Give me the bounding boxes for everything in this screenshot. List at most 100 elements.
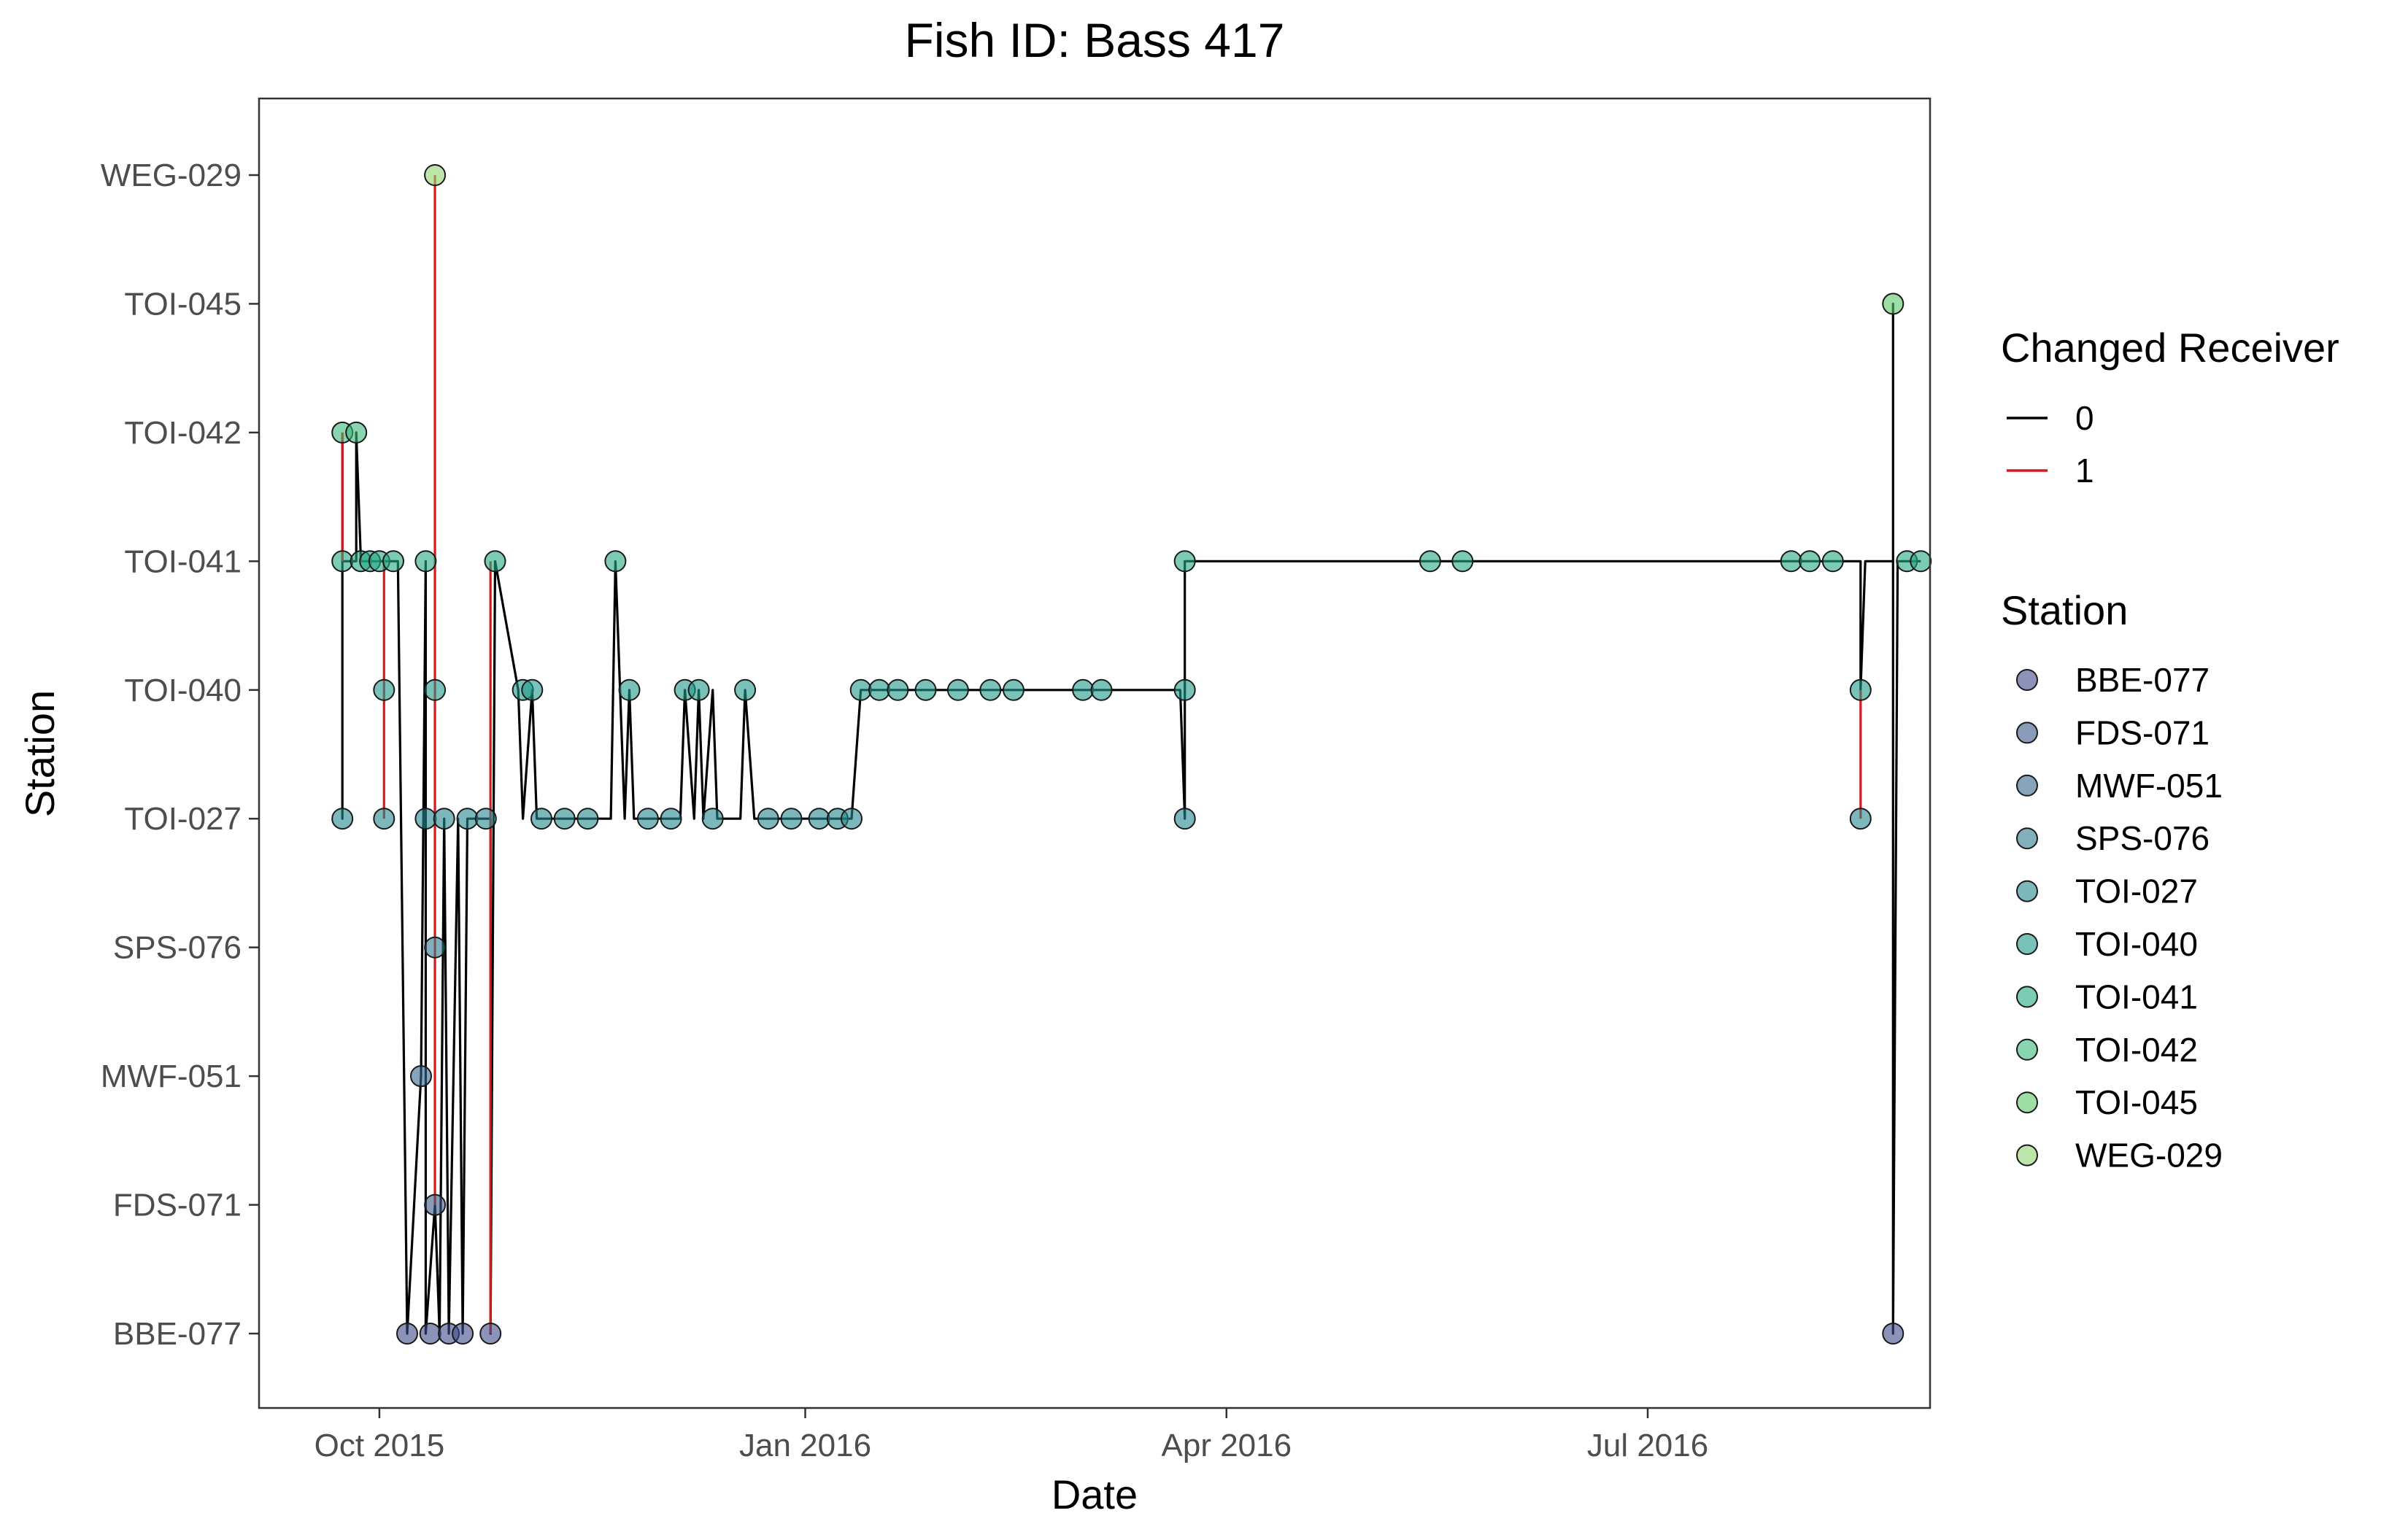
data-point-59 <box>1799 550 1821 573</box>
data-point-51 <box>1072 678 1095 701</box>
data-point-39 <box>757 808 779 830</box>
legend-station-key-9 <box>2016 1144 2038 1167</box>
y-tick-label-1: FDS-071 <box>113 1188 242 1223</box>
data-point-64 <box>1882 1323 1905 1345</box>
data-point-47 <box>914 678 937 701</box>
legend-line-label-1: 1 <box>2075 452 2094 490</box>
plot-panel-border <box>258 97 1932 1409</box>
legend-station-key-7 <box>2016 1038 2038 1061</box>
data-point-45 <box>868 678 890 701</box>
data-point-28 <box>530 808 552 830</box>
data-point-63 <box>1882 293 1905 315</box>
data-point-62 <box>1849 808 1872 830</box>
legend-station-label-6: TOI-041 <box>2075 978 2198 1015</box>
legend-station-label-3: SPS-076 <box>2075 819 2210 857</box>
data-point-34 <box>660 808 682 830</box>
legend-station-key-8 <box>2016 1091 2038 1114</box>
x-axis-title: Date <box>1051 1471 1138 1517</box>
data-point-33 <box>636 808 659 830</box>
y-tick-label-9: WEG-029 <box>101 158 242 193</box>
data-point-43 <box>841 808 863 830</box>
data-point-17 <box>424 936 447 959</box>
data-point-14 <box>419 1323 441 1345</box>
legend-changed-receiver-title: Changed Receiver <box>2001 325 2339 371</box>
data-point-25 <box>484 550 506 573</box>
legend-station-label-1: FDS-071 <box>2075 713 2210 751</box>
data-point-53 <box>1173 550 1196 573</box>
chart-title: Fish ID: Bass 417 <box>905 13 1285 67</box>
data-point-32 <box>618 678 641 701</box>
data-point-30 <box>576 808 599 830</box>
legend-station-key-0 <box>2016 669 2038 691</box>
data-point-2 <box>331 808 354 830</box>
legend-station-key-1 <box>2016 721 2038 744</box>
legend-station-label-0: BBE-077 <box>2075 661 2210 699</box>
x-tick-label-1: Jan 2016 <box>739 1428 871 1463</box>
legend-station-label-8: TOI-045 <box>2075 1083 2198 1121</box>
data-point-36 <box>687 678 710 701</box>
data-point-18 <box>424 1194 447 1216</box>
legend-station-label-5: TOI-040 <box>2075 925 2198 963</box>
y-tick-label-5: TOI-040 <box>124 673 242 708</box>
x-tick-label-3: Jul 2016 <box>1587 1428 1708 1463</box>
data-point-27 <box>521 678 544 701</box>
plot-layer <box>331 164 1932 1345</box>
y-tick-label-6: TOI-041 <box>124 543 242 579</box>
y-tick-label-0: BBE-077 <box>113 1316 242 1352</box>
data-point-24 <box>479 1323 502 1345</box>
legend-station-title: Station <box>2001 587 2128 633</box>
data-point-60 <box>1821 550 1844 573</box>
data-point-12 <box>414 550 437 573</box>
data-point-40 <box>780 808 803 830</box>
data-point-1 <box>331 550 354 573</box>
data-point-3 <box>345 421 368 444</box>
data-point-46 <box>887 678 909 701</box>
data-point-19 <box>433 808 455 830</box>
data-point-16 <box>424 678 447 701</box>
data-point-31 <box>604 550 627 573</box>
legend-station-label-4: TOI-027 <box>2075 873 2198 910</box>
data-point-15 <box>424 164 447 186</box>
x-tick-label-0: Oct 2015 <box>314 1428 445 1463</box>
y-tick-label-8: TOI-045 <box>124 286 242 322</box>
data-point-44 <box>849 678 872 701</box>
legend-station-key-5 <box>2016 933 2038 955</box>
data-point-13 <box>414 808 437 830</box>
data-point-37 <box>701 808 724 830</box>
data-point-61 <box>1849 678 1872 701</box>
data-point-23 <box>474 808 497 830</box>
legend-station-key-3 <box>2016 827 2038 850</box>
data-point-52 <box>1090 678 1113 701</box>
legend-station-key-2 <box>2016 774 2038 797</box>
data-point-58 <box>1780 550 1802 573</box>
axes-layer: BBE-077 FDS-071 MWF-051 SPS-076 TOI-027 TOI-0… <box>101 158 1708 1463</box>
data-point-54 <box>1173 678 1196 701</box>
legend-station-label-9: WEG-029 <box>2075 1137 2223 1175</box>
y-tick-label-3: SPS-076 <box>113 930 242 966</box>
y-tick-label-4: TOI-027 <box>124 801 242 837</box>
data-point-50 <box>1003 678 1024 701</box>
y-tick-label-2: MWF-051 <box>101 1059 242 1094</box>
y-tick-label-7: TOI-042 <box>124 415 242 451</box>
data-point-8 <box>373 808 395 830</box>
data-point-49 <box>979 678 1002 701</box>
data-point-66 <box>1910 550 1932 573</box>
legend-station-label-7: TOI-042 <box>2075 1031 2198 1069</box>
legend-station-key-6 <box>2016 986 2038 1008</box>
data-point-9 <box>382 550 404 573</box>
legend: Changed Receiver 0 1 Station BBE-077 FDS-071 M… <box>2001 325 2339 1175</box>
data-point-38 <box>734 678 757 701</box>
data-point-48 <box>946 678 969 701</box>
data-point-55 <box>1173 808 1196 830</box>
data-point-29 <box>553 808 576 830</box>
x-tick-label-2: Apr 2016 <box>1162 1428 1292 1463</box>
legend-station-label-2: MWF-051 <box>2075 767 2223 805</box>
data-point-56 <box>1419 550 1441 573</box>
data-point-10 <box>396 1323 418 1345</box>
data-point-11 <box>410 1065 432 1088</box>
data-point-7 <box>373 678 395 701</box>
legend-line-label-0: 0 <box>2075 399 2094 437</box>
legend-station-key-4 <box>2016 880 2038 902</box>
data-point-57 <box>1451 550 1474 573</box>
